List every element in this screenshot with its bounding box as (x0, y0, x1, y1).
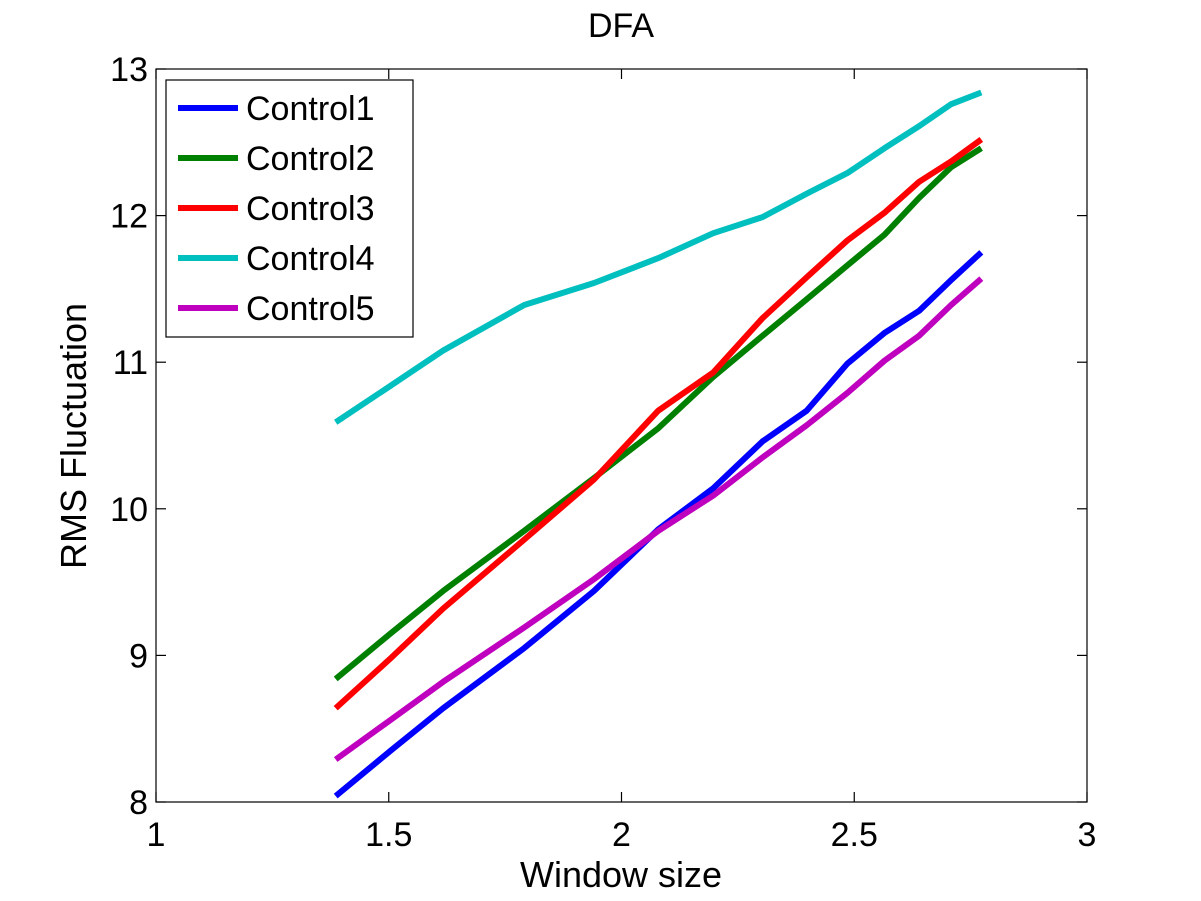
series-line-1 (333, 250, 984, 799)
series-line-4 (334, 89, 983, 425)
x-tick-labels: 1 1.5 2 2.5 3 (147, 816, 1097, 854)
x-tick-label: 1.5 (365, 816, 412, 854)
series-line-5 (333, 276, 984, 762)
y-tick-labels: 8 9 10 11 12 13 (110, 51, 148, 822)
legend-label-3: Control3 (246, 190, 375, 228)
y-tick-label: 9 (129, 637, 148, 675)
x-tick-label: 1 (147, 816, 166, 854)
x-tick-label: 2.5 (831, 816, 878, 854)
y-tick-label: 10 (110, 491, 148, 529)
series-line-3 (333, 136, 984, 711)
series-layer (333, 89, 984, 799)
legend: Control1 Control2 Control3 Control4 Control5 (165, 79, 414, 338)
y-tick-label: 8 (129, 784, 148, 822)
ticks-layer (155, 68, 1088, 803)
legend-label-4: Control4 (246, 240, 375, 278)
legend-label-5: Control5 (246, 290, 375, 328)
y-axis-label: RMS Fluctuation (53, 303, 94, 569)
series-line-2 (333, 145, 983, 682)
y-tick-label: 12 (110, 198, 148, 236)
x-tick-label: 3 (1078, 816, 1097, 854)
legend-label-2: Control2 (246, 140, 375, 178)
x-tick-label: 2 (612, 816, 631, 854)
y-tick-label: 13 (110, 51, 148, 89)
y-tick-label: 11 (113, 344, 148, 382)
x-axis-label: Window size (520, 854, 722, 895)
chart-title: DFA (588, 7, 654, 45)
legend-label-1: Control1 (246, 90, 375, 128)
